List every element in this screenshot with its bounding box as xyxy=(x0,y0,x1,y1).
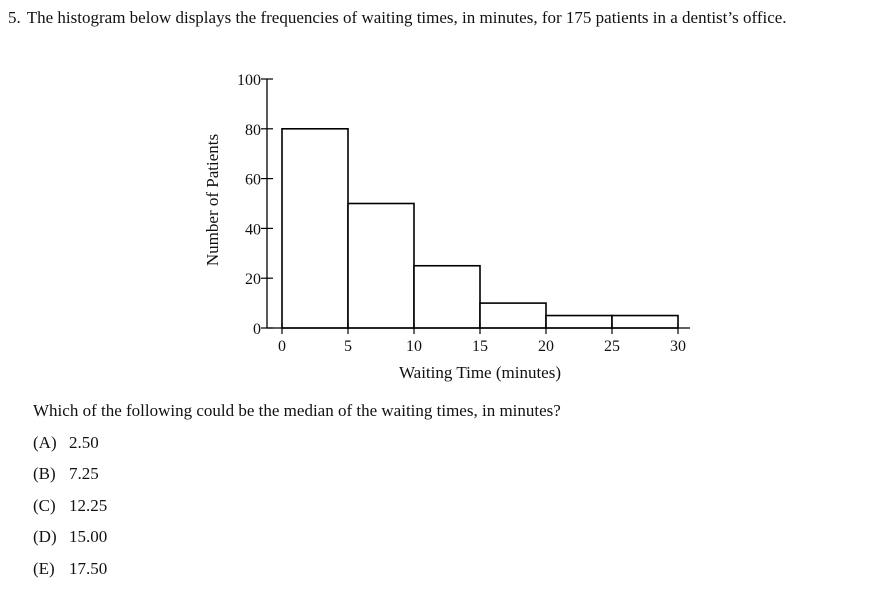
choice-letter: (C) xyxy=(33,496,56,515)
histogram-bar xyxy=(479,302,547,329)
answer-choice: (B) 7.25 xyxy=(33,464,99,484)
choice-letter: (B) xyxy=(33,464,56,483)
choice-value: 2.50 xyxy=(69,433,99,452)
y-tick-label: 100 xyxy=(237,72,261,89)
question-stem: 5. The histogram below displays the frequ… xyxy=(8,8,787,28)
y-tick-label: 60 xyxy=(245,172,261,189)
x-tick-label: 0 xyxy=(278,338,286,355)
choice-value: 7.25 xyxy=(69,464,99,483)
x-tick-label: 25 xyxy=(604,338,620,355)
y-tick-label: 80 xyxy=(245,122,261,139)
histogram-bar xyxy=(281,128,349,329)
y-tick-label: 40 xyxy=(245,221,261,238)
answer-choice: (C) 12.25 xyxy=(33,496,107,516)
answer-choice: (E) 17.50 xyxy=(33,559,107,579)
y-axis-label: Number of Patients xyxy=(203,134,222,266)
histogram-bars xyxy=(281,128,679,329)
x-axis-label: Waiting Time (minutes) xyxy=(399,363,561,382)
answer-choice: (A) 2.50 xyxy=(33,433,99,453)
choice-value: 15.00 xyxy=(69,527,108,546)
x-tick-label: 15 xyxy=(472,338,488,355)
x-tick-label: 30 xyxy=(670,338,686,355)
choice-letter: (A) xyxy=(33,433,57,452)
histogram-bar xyxy=(413,264,481,329)
x-tick-label: 10 xyxy=(406,338,422,355)
choice-letter: (E) xyxy=(33,559,55,578)
choice-letter: (D) xyxy=(33,527,57,546)
question-prompt: Which of the following could be the medi… xyxy=(33,401,561,420)
histogram-bar xyxy=(611,314,679,329)
question-text: The histogram below displays the frequen… xyxy=(26,8,787,27)
x-tick-label: 5 xyxy=(344,338,352,355)
y-tick-label: 20 xyxy=(245,271,261,288)
question-number: 5. xyxy=(8,8,21,27)
chart-axes: 0 20 40 60 80 100 0 5 10 15 20 25 30 xyxy=(237,72,690,355)
choice-value: 17.50 xyxy=(69,559,108,578)
answer-choice: (D) 15.00 xyxy=(33,527,107,547)
histogram-bar xyxy=(545,314,613,329)
y-tick-label: 0 xyxy=(253,321,261,338)
histogram-bar xyxy=(347,202,415,329)
x-tick-label: 20 xyxy=(538,338,554,355)
choice-value: 12.25 xyxy=(69,496,108,515)
